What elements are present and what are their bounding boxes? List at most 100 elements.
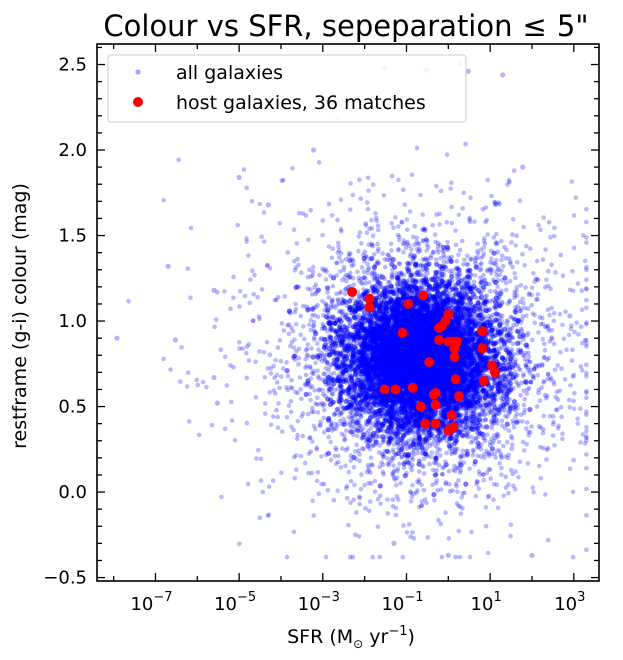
all-galaxies-point [358, 486, 364, 492]
all-galaxies-point [347, 420, 353, 426]
all-galaxies-point [514, 233, 519, 238]
all-galaxies-point [479, 279, 484, 285]
all-galaxies-point [473, 260, 478, 266]
all-galaxies-point [509, 436, 515, 441]
all-galaxies-point [323, 366, 329, 371]
all-galaxies-point [261, 210, 267, 215]
all-galaxies-point [477, 411, 482, 417]
all-galaxies-point [541, 378, 547, 384]
all-galaxies-point [396, 246, 401, 252]
all-galaxies-point [526, 354, 532, 360]
all-galaxies-point [429, 441, 435, 447]
all-galaxies-point [481, 272, 486, 278]
all-galaxies-point [306, 451, 312, 457]
all-galaxies-point [398, 443, 404, 448]
all-galaxies-point [315, 314, 321, 320]
all-galaxies-point [246, 358, 252, 363]
all-galaxies-point [310, 312, 315, 318]
all-galaxies-point [525, 333, 530, 338]
all-galaxies-point [359, 280, 364, 286]
all-galaxies-point [491, 482, 497, 487]
all-galaxies-point [521, 402, 527, 408]
all-galaxies-point [231, 365, 236, 370]
all-galaxies-point [298, 387, 303, 392]
all-galaxies-point [298, 453, 304, 459]
all-galaxies-point [249, 198, 255, 204]
all-galaxies-point [486, 411, 491, 416]
all-galaxies-point [443, 480, 449, 485]
all-galaxies-point [524, 441, 529, 447]
all-galaxies-point [393, 477, 398, 482]
all-galaxies-point [468, 257, 473, 262]
all-galaxies-point [559, 414, 564, 420]
all-galaxies-point [524, 313, 529, 319]
all-galaxies-point [321, 415, 327, 421]
all-galaxies-point [385, 497, 390, 502]
all-galaxies-point [460, 506, 465, 511]
all-galaxies-point [375, 249, 381, 254]
all-galaxies-point [375, 276, 380, 282]
all-galaxies-point [382, 257, 388, 262]
all-galaxies-point [321, 429, 327, 435]
all-galaxies-point [268, 422, 274, 428]
all-galaxies-point [335, 423, 341, 428]
all-galaxies-point [508, 360, 514, 365]
all-galaxies-point [284, 360, 289, 365]
all-galaxies-point [377, 464, 383, 470]
all-galaxies-point [179, 345, 184, 350]
all-galaxies-point [584, 240, 589, 245]
all-galaxies-point [348, 207, 353, 212]
all-galaxies-point [411, 491, 416, 497]
all-galaxies-point [478, 266, 484, 272]
all-galaxies-point [274, 297, 279, 303]
all-galaxies-point [332, 426, 337, 432]
all-galaxies-point [279, 470, 284, 476]
all-galaxies-point [314, 445, 320, 450]
all-galaxies-point [584, 321, 589, 327]
all-galaxies-point [396, 248, 401, 253]
all-galaxies-point [279, 178, 285, 183]
all-galaxies-point [519, 380, 524, 386]
all-galaxies-point [315, 410, 321, 415]
all-galaxies-point [514, 411, 520, 417]
all-galaxies-point [518, 367, 523, 373]
all-galaxies-point [450, 488, 455, 493]
all-galaxies-point [274, 380, 280, 385]
all-galaxies-point [303, 356, 309, 362]
all-galaxies-point [422, 431, 427, 436]
all-galaxies-point [286, 322, 292, 328]
all-galaxies-point [461, 262, 466, 267]
all-galaxies-point [447, 489, 453, 494]
all-galaxies-point [302, 336, 307, 342]
all-galaxies-point [558, 252, 563, 258]
all-galaxies-point [291, 454, 297, 460]
all-galaxies-point [348, 181, 353, 186]
all-galaxies-point [323, 554, 329, 560]
all-galaxies-point [309, 292, 315, 297]
all-galaxies-point [545, 537, 551, 543]
all-galaxies-point [409, 172, 415, 178]
all-galaxies-point [228, 306, 233, 312]
all-galaxies-point [461, 190, 467, 195]
all-galaxies-point [277, 385, 282, 391]
all-galaxies-point [505, 301, 511, 306]
all-galaxies-point [229, 399, 234, 405]
all-galaxies-point [296, 262, 301, 268]
all-galaxies-point [424, 237, 430, 242]
all-galaxies-point [534, 297, 539, 302]
all-galaxies-point [331, 497, 337, 503]
all-galaxies-point [526, 306, 531, 311]
all-galaxies-point [416, 477, 422, 483]
all-galaxies-point [401, 523, 406, 528]
all-galaxies-point [196, 432, 202, 438]
all-galaxies-point [305, 411, 311, 417]
all-galaxies-point [308, 397, 313, 403]
all-galaxies-point [484, 268, 490, 274]
all-galaxies-point [359, 241, 364, 246]
all-galaxies-point [293, 306, 299, 312]
all-galaxies-point [353, 427, 359, 432]
all-galaxies-point [356, 275, 362, 281]
all-galaxies-point [438, 255, 444, 261]
all-galaxies-point [430, 482, 435, 488]
all-galaxies-point [481, 407, 487, 413]
